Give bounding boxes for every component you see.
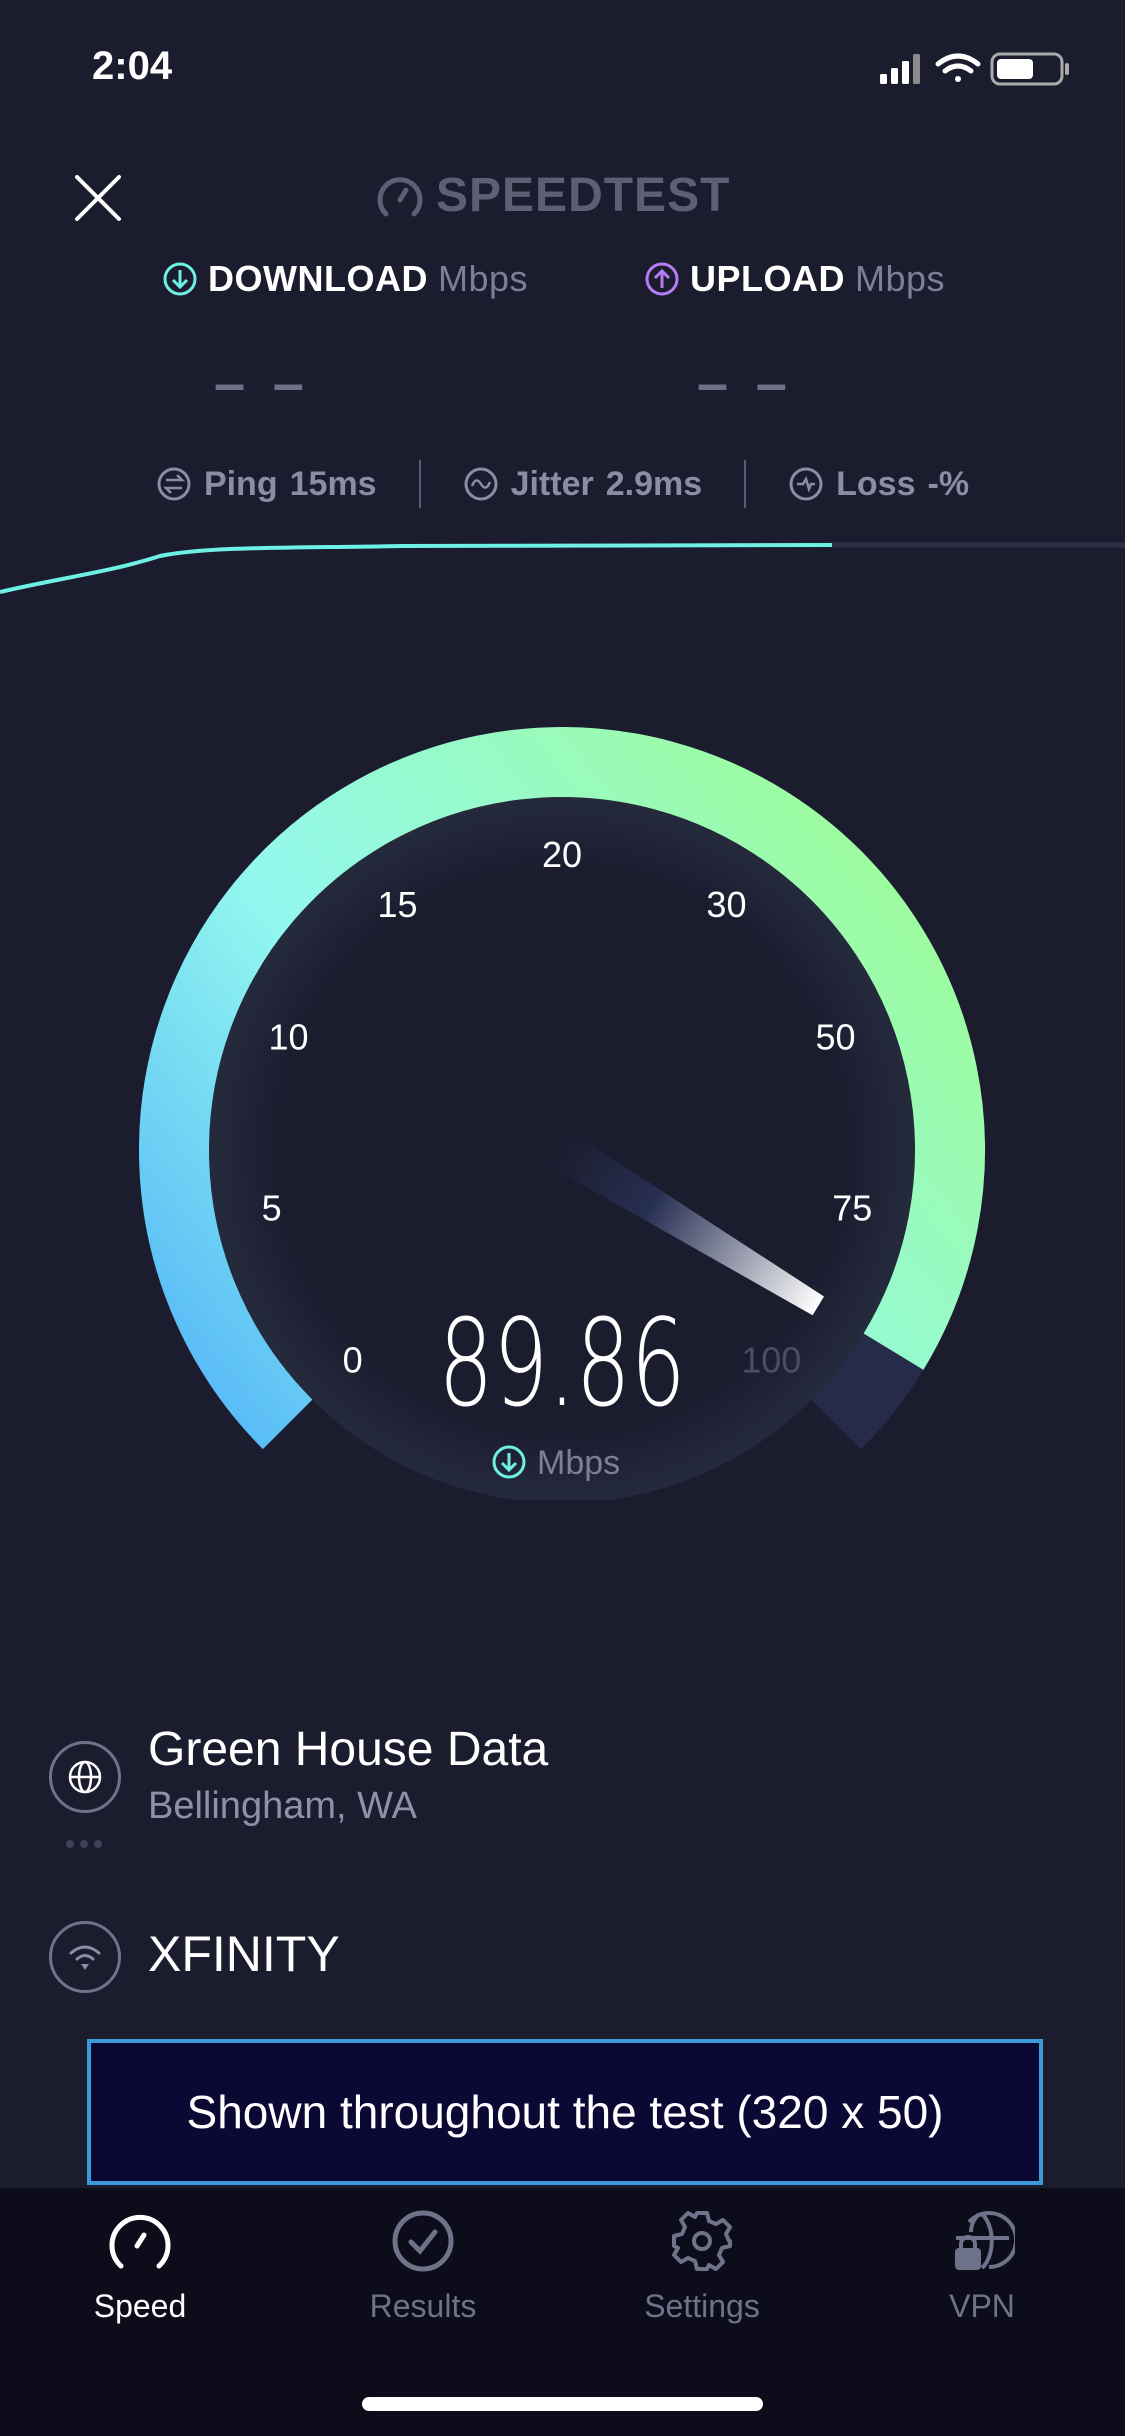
server-location: Bellingham, WA (148, 1785, 417, 1827)
gauge-tick-label: 15 (378, 884, 418, 925)
svg-text:Mbps: Mbps (537, 1444, 620, 1482)
tab-results[interactable]: Results (323, 2208, 523, 2325)
loss-icon (789, 467, 823, 501)
status-icons (880, 52, 1069, 86)
server-icon[interactable] (49, 1741, 121, 1813)
tab-vpn[interactable]: VPN (882, 2208, 1082, 2325)
cellular-signal-icon (880, 54, 920, 84)
wifi-icon (935, 53, 981, 82)
loss-stat: Loss -% (746, 465, 1011, 504)
gauge-tick-label: 20 (542, 834, 582, 875)
gauge-tick-label: 5 (262, 1188, 282, 1229)
speedtest-logo: SPEEDTEST (376, 168, 730, 223)
tab-speed[interactable]: Speed (40, 2208, 240, 2325)
globe-icon (68, 1760, 102, 1794)
upload-header: UPLOAD Mbps (644, 258, 945, 300)
download-unit: Mbps (437, 258, 528, 299)
divider (418, 460, 421, 508)
jitter-icon (464, 467, 498, 501)
globe-lock-icon (955, 2211, 1015, 2270)
upload-icon (645, 262, 679, 296)
server-name[interactable]: Green House Data (148, 1723, 549, 1776)
isp-name: XFINITY (148, 1926, 340, 1982)
download-icon (492, 1445, 526, 1479)
gauge-tick-label: 0 (343, 1339, 363, 1380)
download-value: – – (214, 351, 310, 414)
check-circle-icon (392, 2210, 454, 2272)
speedometer-icon (109, 2215, 171, 2269)
gauge-remaining-arc (811, 1332, 924, 1450)
graph-line (0, 543, 833, 594)
more-dots-icon (66, 1840, 102, 1848)
ad-banner[interactable]: Shown throughout the test (320 x 50) (87, 2039, 1043, 2185)
connection-icon (49, 1921, 121, 1993)
upload-label: UPLOAD (690, 258, 845, 299)
gear-icon (672, 2211, 732, 2271)
speed-gauge: 0 5 10 15 20 30 50 75 100 89.86 Mbps (139, 727, 985, 1500)
gauge-tick-label: 75 (832, 1188, 872, 1229)
wifi-icon (69, 1945, 101, 1970)
gauge-value-arc (139, 727, 985, 1450)
download-header: DOWNLOAD Mbps (162, 258, 528, 300)
download-label: DOWNLOAD (208, 258, 428, 299)
battery-icon (990, 52, 1069, 86)
gauge-unit: Mbps (492, 1444, 620, 1482)
tab-bar: Speed Results Settings VPN (0, 2188, 1125, 2436)
gauge-needle (551, 1132, 825, 1316)
home-indicator[interactable] (362, 2397, 763, 2411)
status-time: 2:04 (92, 44, 173, 88)
download-icon (163, 262, 197, 296)
jitter-stat: Jitter 2.9ms (421, 465, 745, 504)
stats-row: Ping 15ms Jitter 2.9ms Loss -% (0, 460, 1125, 508)
speedometer-icon (377, 176, 423, 216)
divider (744, 460, 747, 508)
gauge-tick-label: 30 (706, 884, 746, 925)
ping-icon (157, 467, 191, 501)
gauge-tick-label: 100 (741, 1339, 801, 1380)
speed-graph (0, 542, 1125, 594)
gauge-value: 89.86 (438, 1294, 685, 1434)
tab-settings[interactable]: Settings (602, 2208, 802, 2325)
close-icon[interactable] (74, 174, 122, 222)
upload-value: – – (697, 351, 793, 414)
gauge-inner-ring (209, 797, 915, 1500)
gauge-tick-label: 50 (815, 1017, 855, 1058)
ping-stat: Ping 15ms (114, 465, 419, 504)
gauge-tick-label: 10 (269, 1017, 309, 1058)
upload-unit: Mbps (855, 258, 946, 299)
